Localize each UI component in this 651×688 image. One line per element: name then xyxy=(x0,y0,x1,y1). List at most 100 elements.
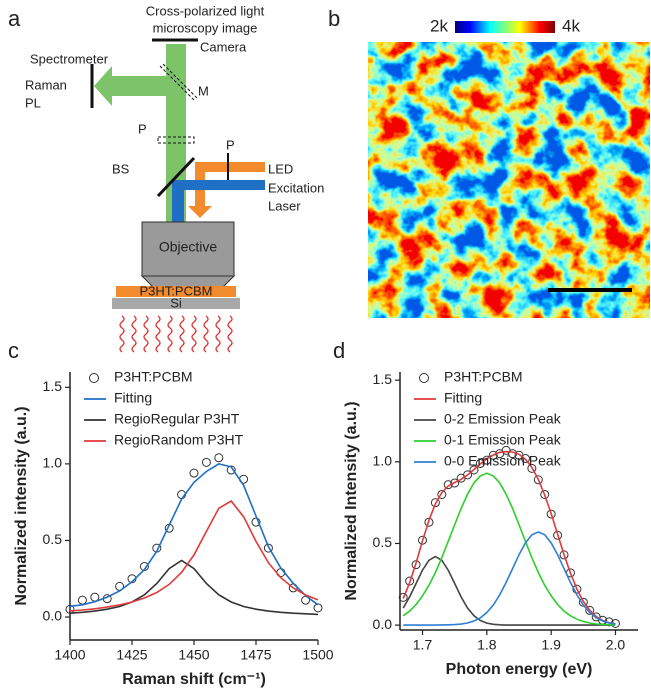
pl-label: PL xyxy=(25,95,41,110)
raman-label: Raman xyxy=(25,77,67,92)
legend-label: 0-2 Emission Peak xyxy=(444,411,562,427)
x-tick-label: 1500 xyxy=(302,647,333,663)
mirror xyxy=(162,63,198,99)
wave xyxy=(215,315,221,353)
data-point xyxy=(77,595,87,605)
fit-line xyxy=(402,555,616,626)
legend-label: RegioRegular P3HT xyxy=(114,411,240,427)
data-point xyxy=(482,455,492,465)
data-point xyxy=(418,535,428,545)
legend-label: 0-0 Emission Peak xyxy=(444,453,562,469)
setup-diagram: Cross-polarized light microscopy image C… xyxy=(25,3,324,353)
x-axis-label: Photon energy (eV) xyxy=(446,661,593,678)
panel-label: c xyxy=(8,338,19,363)
data-point xyxy=(469,465,479,475)
wave xyxy=(227,315,233,353)
bs-label: BS xyxy=(112,161,130,176)
legend-label: P3HT:PCBM xyxy=(444,369,523,385)
data-point xyxy=(263,543,273,553)
legend-label: P3HT:PCBM xyxy=(114,369,193,385)
data-point xyxy=(313,603,323,613)
x-tick-label: 1475 xyxy=(240,647,271,663)
y-tick-label: 0.0 xyxy=(373,616,393,632)
colorbar-min: 2k xyxy=(430,16,448,35)
data-point xyxy=(463,470,473,480)
wave xyxy=(191,315,197,353)
laser-beam xyxy=(172,180,265,222)
polarizer-label: P xyxy=(138,121,147,136)
x-tick-label: 1450 xyxy=(178,647,209,663)
wave xyxy=(119,315,125,353)
x-tick-label: 1425 xyxy=(116,647,147,663)
data-point xyxy=(488,450,498,460)
fit-line xyxy=(69,500,319,612)
data-point xyxy=(226,465,236,475)
data-point xyxy=(398,592,408,602)
mirror xyxy=(159,65,195,101)
legend-marker xyxy=(419,373,429,383)
wave xyxy=(131,315,137,353)
data-point xyxy=(527,463,537,473)
data-point xyxy=(450,478,460,488)
legend-label: RegioRandom P3HT xyxy=(114,432,244,448)
sample-label: P3HT:PCBM xyxy=(140,283,213,298)
y-tick-label: 0.5 xyxy=(43,531,63,547)
legend-label: Fitting xyxy=(114,390,152,406)
objective xyxy=(141,221,235,277)
panel-label: a xyxy=(8,6,21,31)
panel-label: d xyxy=(333,338,345,363)
data-point xyxy=(533,475,543,485)
laser-label: Excitation xyxy=(268,180,324,195)
x-tick-label: 1400 xyxy=(54,647,85,663)
mirror-label: M xyxy=(198,83,209,98)
x-tick-label: 1.7 xyxy=(413,637,433,653)
colorbar-max: 4k xyxy=(562,16,580,35)
legend-label: Fitting xyxy=(444,390,482,406)
legend-marker xyxy=(89,373,99,383)
wave xyxy=(167,315,173,353)
led-label: LED xyxy=(268,161,293,176)
caption: Cross-polarized light xyxy=(146,3,265,18)
fit-line xyxy=(69,559,319,616)
data-point xyxy=(405,576,415,586)
panel-label: b xyxy=(328,6,340,31)
data-point xyxy=(553,530,563,540)
y-tick-label: 1.5 xyxy=(373,371,393,387)
x-tick-label: 1.9 xyxy=(541,637,561,653)
y-tick-label: 1.0 xyxy=(373,453,393,469)
microscopy-map xyxy=(368,42,650,318)
y-tick-label: 1.0 xyxy=(43,455,63,471)
fit-line xyxy=(402,472,616,626)
y-axis-label: Normalized Intensity (a.u.) xyxy=(343,401,360,600)
y-tick-label: 1.5 xyxy=(43,378,63,394)
colorbar xyxy=(455,21,555,33)
wave xyxy=(155,315,161,353)
data-point xyxy=(430,498,440,508)
data-point xyxy=(437,489,447,499)
x-tick-label: 2.0 xyxy=(606,637,626,653)
wave xyxy=(203,315,209,353)
data-point xyxy=(559,550,569,560)
data-point xyxy=(585,605,595,615)
polarizer-label: P xyxy=(226,137,235,152)
data-point xyxy=(189,468,199,478)
caption: microscopy image xyxy=(153,20,258,35)
y-axis-label: Normalized intensity (a.u.) xyxy=(13,406,30,605)
substrate xyxy=(112,298,240,309)
fit-line xyxy=(69,463,319,608)
camera-label: Camera xyxy=(200,39,247,54)
data-point xyxy=(546,509,556,519)
spectrometer-label: Spectrometer xyxy=(30,51,109,66)
wave xyxy=(143,315,149,353)
y-tick-label: 0.0 xyxy=(43,608,63,624)
fit-line xyxy=(403,531,616,626)
y-tick-label: 0.5 xyxy=(373,534,393,550)
laser-label: Laser xyxy=(268,198,301,213)
fit-line xyxy=(402,450,616,625)
wave xyxy=(179,315,185,353)
legend-label: 0-1 Emission Peak xyxy=(444,432,562,448)
substrate-label: Si xyxy=(170,295,182,310)
data-point xyxy=(540,489,550,499)
heat-waves xyxy=(119,315,233,353)
